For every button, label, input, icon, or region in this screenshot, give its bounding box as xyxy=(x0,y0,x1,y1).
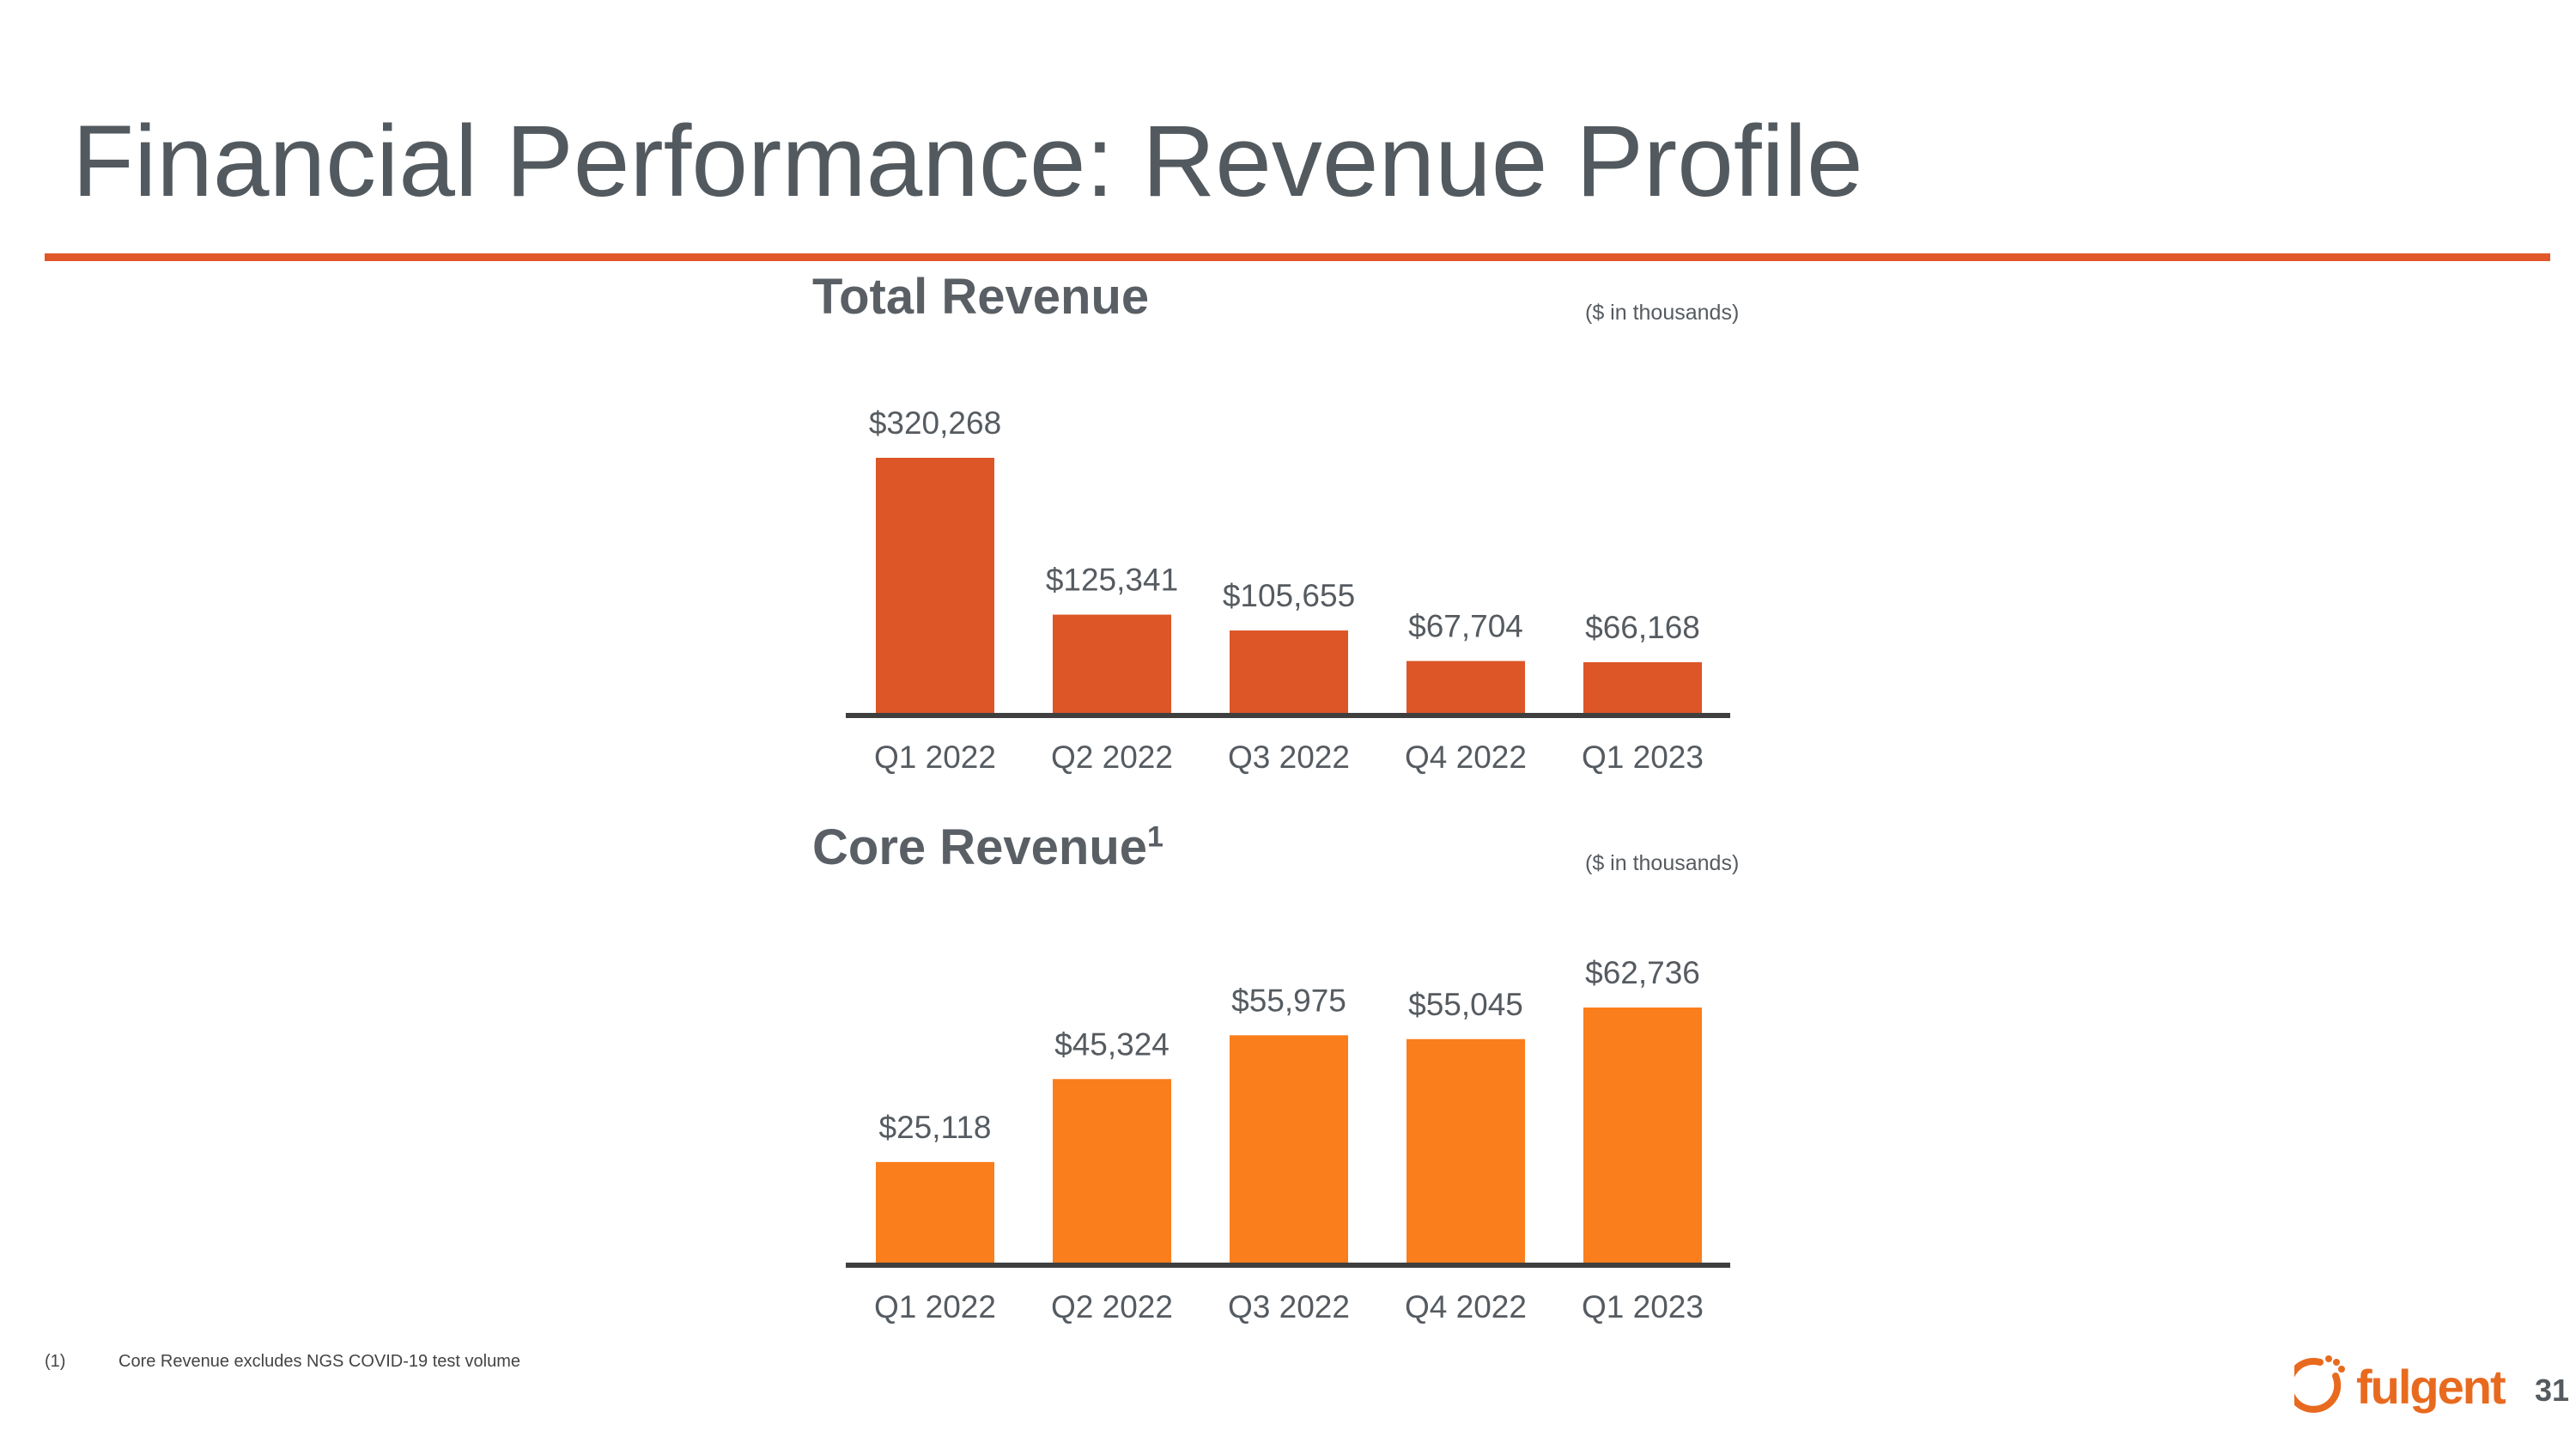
total-revenue-title: Total Revenue xyxy=(812,268,1149,326)
bar-value-label-1-3: $55,045 xyxy=(1408,987,1523,1022)
x-tick-label-1-2: Q3 2022 xyxy=(1228,1289,1350,1324)
bar-value-label-1-4: $62,736 xyxy=(1585,955,1700,990)
x-tick-label-0-0: Q1 2022 xyxy=(874,740,996,775)
x-tick-label-0-3: Q4 2022 xyxy=(1405,740,1527,775)
bar-value-label-1-1: $45,324 xyxy=(1054,1026,1170,1062)
logo-wordmark: fulgent xyxy=(2356,1360,2506,1414)
x-tick-label-1-3: Q4 2022 xyxy=(1405,1289,1527,1324)
core-revenue-title: Core Revenue1 xyxy=(812,819,1163,876)
x-tick-label-1-1: Q2 2022 xyxy=(1051,1289,1173,1324)
bar-1-1 xyxy=(1053,1079,1171,1265)
core-revenue-title-text: Core Revenue xyxy=(812,819,1148,875)
x-tick-label-0-1: Q2 2022 xyxy=(1051,740,1173,775)
bar-0-0 xyxy=(876,458,994,715)
footnote-text: Core Revenue excludes NGS COVID-19 test … xyxy=(118,1352,520,1371)
page-number: 31 xyxy=(2535,1373,2570,1408)
bar-0-1 xyxy=(1053,614,1171,715)
fulgent-logo: fulgent xyxy=(2294,1355,2507,1414)
core-revenue-footnote-ref: 1 xyxy=(1147,820,1163,854)
total-revenue-units: ($ in thousands) xyxy=(1585,301,1740,325)
page-title: Financial Performance: Revenue Profile xyxy=(72,105,1863,218)
bar-value-label-1-0: $25,118 xyxy=(879,1110,992,1145)
bar-value-label-0-3: $67,704 xyxy=(1408,609,1523,644)
logo-dot-icon xyxy=(2333,1359,2340,1366)
core-revenue-chart: $25,118 Q1 2022 $45,324 Q2 2022 $55,975 Q3 20… xyxy=(846,955,1730,1324)
bar-value-label-0-4: $66,168 xyxy=(1585,610,1700,645)
bar-value-label-0-2: $105,655 xyxy=(1223,578,1355,613)
x-tick-label-0-2: Q3 2022 xyxy=(1228,740,1350,775)
total-revenue-chart: $320,268 Q1 2022 $125,341 Q2 2022 $105,655 Q3… xyxy=(846,405,1730,775)
x-tick-label-0-4: Q1 2023 xyxy=(1582,740,1704,775)
bar-1-4 xyxy=(1583,1008,1702,1265)
bar-0-2 xyxy=(1230,630,1348,715)
logo-dot-icon xyxy=(2338,1366,2345,1373)
bar-1-3 xyxy=(1406,1038,1525,1265)
bar-1-0 xyxy=(876,1161,994,1265)
x-tick-label-1-4: Q1 2023 xyxy=(1582,1289,1704,1324)
bar-0-4 xyxy=(1583,662,1702,715)
footnote-marker: (1) xyxy=(45,1352,66,1371)
bar-value-label-0-0: $320,268 xyxy=(869,405,1001,441)
core-revenue-units: ($ in thousands) xyxy=(1585,851,1740,875)
logo-dot-icon xyxy=(2325,1355,2332,1362)
bar-value-label-1-2: $55,975 xyxy=(1231,983,1346,1018)
title-divider xyxy=(45,253,2550,261)
bar-value-label-0-1: $125,341 xyxy=(1046,563,1178,598)
x-tick-label-1-0: Q1 2022 xyxy=(874,1289,996,1324)
bar-0-3 xyxy=(1406,661,1525,715)
total-revenue-title-text: Total Revenue xyxy=(812,269,1150,325)
logo-ring-icon xyxy=(2294,1357,2342,1413)
bar-1-2 xyxy=(1230,1035,1348,1265)
